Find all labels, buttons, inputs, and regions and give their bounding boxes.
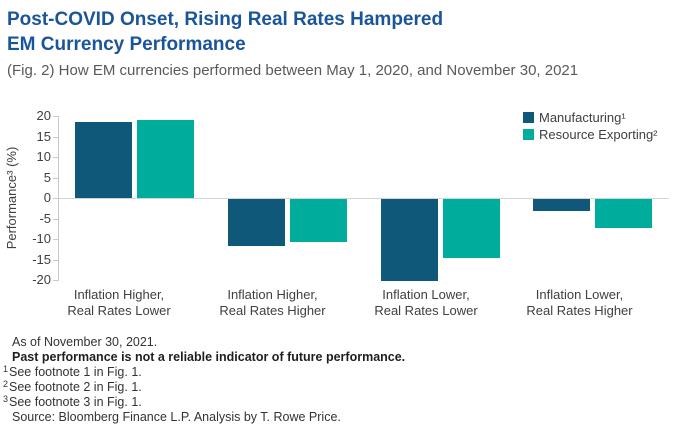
y-tick-mark <box>53 280 58 281</box>
chart-title: Post-COVID Onset, Rising Real Rates Hamp… <box>7 7 443 57</box>
chart-title-line1: Post-COVID Onset, Rising Real Rates Hamp… <box>7 9 444 30</box>
y-tick-mark <box>53 260 58 261</box>
footnote-3-text: See footnote 3 in Fig. 1. <box>9 395 142 409</box>
y-tick-mark <box>53 219 58 220</box>
source-attribution: Source: Bloomberg Finance L.P. Analysis … <box>12 410 341 424</box>
x-category-label: Inflation Higher, Real Rates Lower <box>34 287 204 319</box>
legend-swatch-resource-exporting <box>523 128 534 140</box>
y-tick-label: 10 <box>36 149 51 164</box>
legend-label-manufacturing: Manufacturing¹ <box>539 109 626 125</box>
x-category-label-line2: Real Rates Higher <box>526 303 633 318</box>
bar-resource-exporting <box>595 199 652 228</box>
bar-resource-exporting <box>289 199 347 243</box>
y-tick-label: -15 <box>32 252 51 267</box>
y-tick-mark <box>53 198 58 199</box>
legend-item-resource-exporting: Resource Exporting² <box>523 126 658 142</box>
footnote-2-text: See footnote 2 in Fig. 1. <box>9 380 142 394</box>
footnote-1: 1See footnote 1 in Fig. 1. <box>3 364 142 381</box>
chart-title-line2: EM Currency Performance <box>7 34 246 55</box>
y-tick-label: -5 <box>39 211 51 226</box>
bar-resource-exporting <box>443 199 500 259</box>
x-category-label-line2: Real Rates Higher <box>219 303 326 318</box>
y-tick-mark <box>53 239 58 240</box>
y-tick-label: -10 <box>32 231 51 246</box>
y-tick-mark <box>53 116 58 117</box>
y-tick-label: 15 <box>36 129 51 144</box>
x-category-label-line1: Inflation Lower, <box>535 287 624 302</box>
y-tick-label: -20 <box>32 272 51 287</box>
as-of-date: As of November 30, 2021. <box>12 335 158 349</box>
bar-manufacturing <box>533 199 590 212</box>
x-category-label: Inflation Lower, Real Rates Lower <box>341 287 511 319</box>
x-category-label-line1: Inflation Lower, <box>382 287 470 302</box>
x-category-label-line2: Real Rates Lower <box>374 303 478 318</box>
bar-manufacturing <box>74 122 132 198</box>
footnote-2-superscript: 2 <box>3 379 9 389</box>
y-tick-label: 5 <box>43 170 51 185</box>
footnote-2: 2See footnote 2 in Fig. 1. <box>3 379 142 396</box>
footnote-3-superscript: 3 <box>3 394 9 404</box>
legend-swatch-manufacturing <box>523 111 534 123</box>
x-category-label: Inflation Lower, Real Rates Higher <box>495 287 665 319</box>
y-tick-mark <box>53 157 58 158</box>
y-tick-label: 0 <box>43 190 51 205</box>
x-category-label: Inflation Higher, Real Rates Higher <box>188 287 358 319</box>
bar-manufacturing <box>381 199 438 281</box>
bar-resource-exporting <box>136 120 194 198</box>
y-tick-label: 20 <box>36 108 51 123</box>
zero-gridline <box>58 198 669 199</box>
footnote-3: 3See footnote 3 in Fig. 1. <box>3 394 142 411</box>
chart-subtitle: (Fig. 2) How EM currencies performed bet… <box>7 62 579 79</box>
bar-manufacturing <box>227 199 285 247</box>
x-category-label-line1: Inflation Higher, <box>73 287 165 302</box>
footnote-1-superscript: 1 <box>3 364 9 374</box>
legend-item-manufacturing: Manufacturing¹ <box>523 109 626 125</box>
legend-label-resource-exporting: Resource Exporting² <box>539 126 658 142</box>
past-performance-disclaimer: Past performance is not a reliable indic… <box>12 350 406 364</box>
footnote-1-text: See footnote 1 in Fig. 1. <box>9 365 142 379</box>
y-tick-mark <box>53 178 58 179</box>
y-tick-mark <box>53 137 58 138</box>
x-category-label-line1: Inflation Higher, <box>227 287 318 302</box>
x-category-label-line2: Real Rates Lower <box>67 303 171 318</box>
